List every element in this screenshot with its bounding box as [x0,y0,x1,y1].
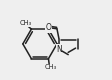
Text: CH₃: CH₃ [19,20,31,26]
Text: N: N [56,45,61,54]
Text: CH₃: CH₃ [44,64,56,70]
Text: O: O [45,23,51,32]
